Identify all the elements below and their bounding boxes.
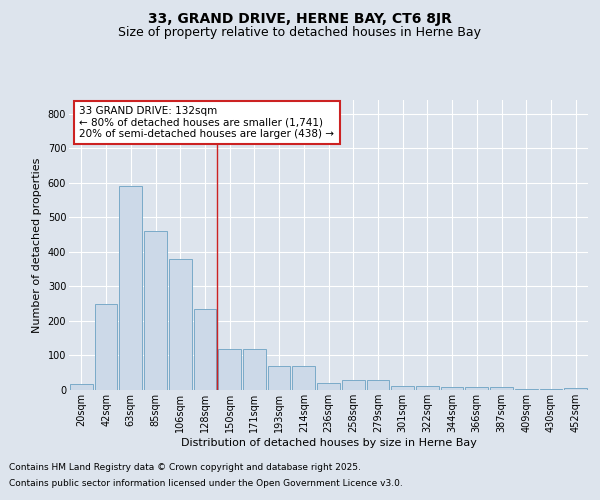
Bar bbox=[490, 386, 513, 390]
Bar bbox=[391, 386, 414, 390]
Text: Contains public sector information licensed under the Open Government Licence v3: Contains public sector information licen… bbox=[9, 478, 403, 488]
Bar bbox=[194, 309, 216, 390]
Bar bbox=[564, 388, 587, 390]
Bar bbox=[119, 186, 142, 390]
Bar bbox=[218, 348, 241, 390]
X-axis label: Distribution of detached houses by size in Herne Bay: Distribution of detached houses by size … bbox=[181, 438, 476, 448]
Bar bbox=[95, 304, 118, 390]
Bar bbox=[466, 387, 488, 390]
Bar bbox=[367, 380, 389, 390]
Y-axis label: Number of detached properties: Number of detached properties bbox=[32, 158, 42, 332]
Text: Contains HM Land Registry data © Crown copyright and database right 2025.: Contains HM Land Registry data © Crown c… bbox=[9, 464, 361, 472]
Text: Size of property relative to detached houses in Herne Bay: Size of property relative to detached ho… bbox=[119, 26, 482, 39]
Bar bbox=[144, 231, 167, 390]
Bar bbox=[268, 366, 290, 390]
Bar bbox=[416, 386, 439, 390]
Text: 33 GRAND DRIVE: 132sqm
← 80% of detached houses are smaller (1,741)
20% of semi-: 33 GRAND DRIVE: 132sqm ← 80% of detached… bbox=[79, 106, 334, 139]
Text: 33, GRAND DRIVE, HERNE BAY, CT6 8JR: 33, GRAND DRIVE, HERNE BAY, CT6 8JR bbox=[148, 12, 452, 26]
Bar bbox=[539, 389, 562, 390]
Bar bbox=[317, 383, 340, 390]
Bar bbox=[169, 259, 191, 390]
Bar bbox=[342, 380, 365, 390]
Bar bbox=[515, 389, 538, 390]
Bar bbox=[243, 348, 266, 390]
Bar bbox=[70, 384, 93, 390]
Bar bbox=[441, 386, 463, 390]
Bar bbox=[292, 366, 315, 390]
